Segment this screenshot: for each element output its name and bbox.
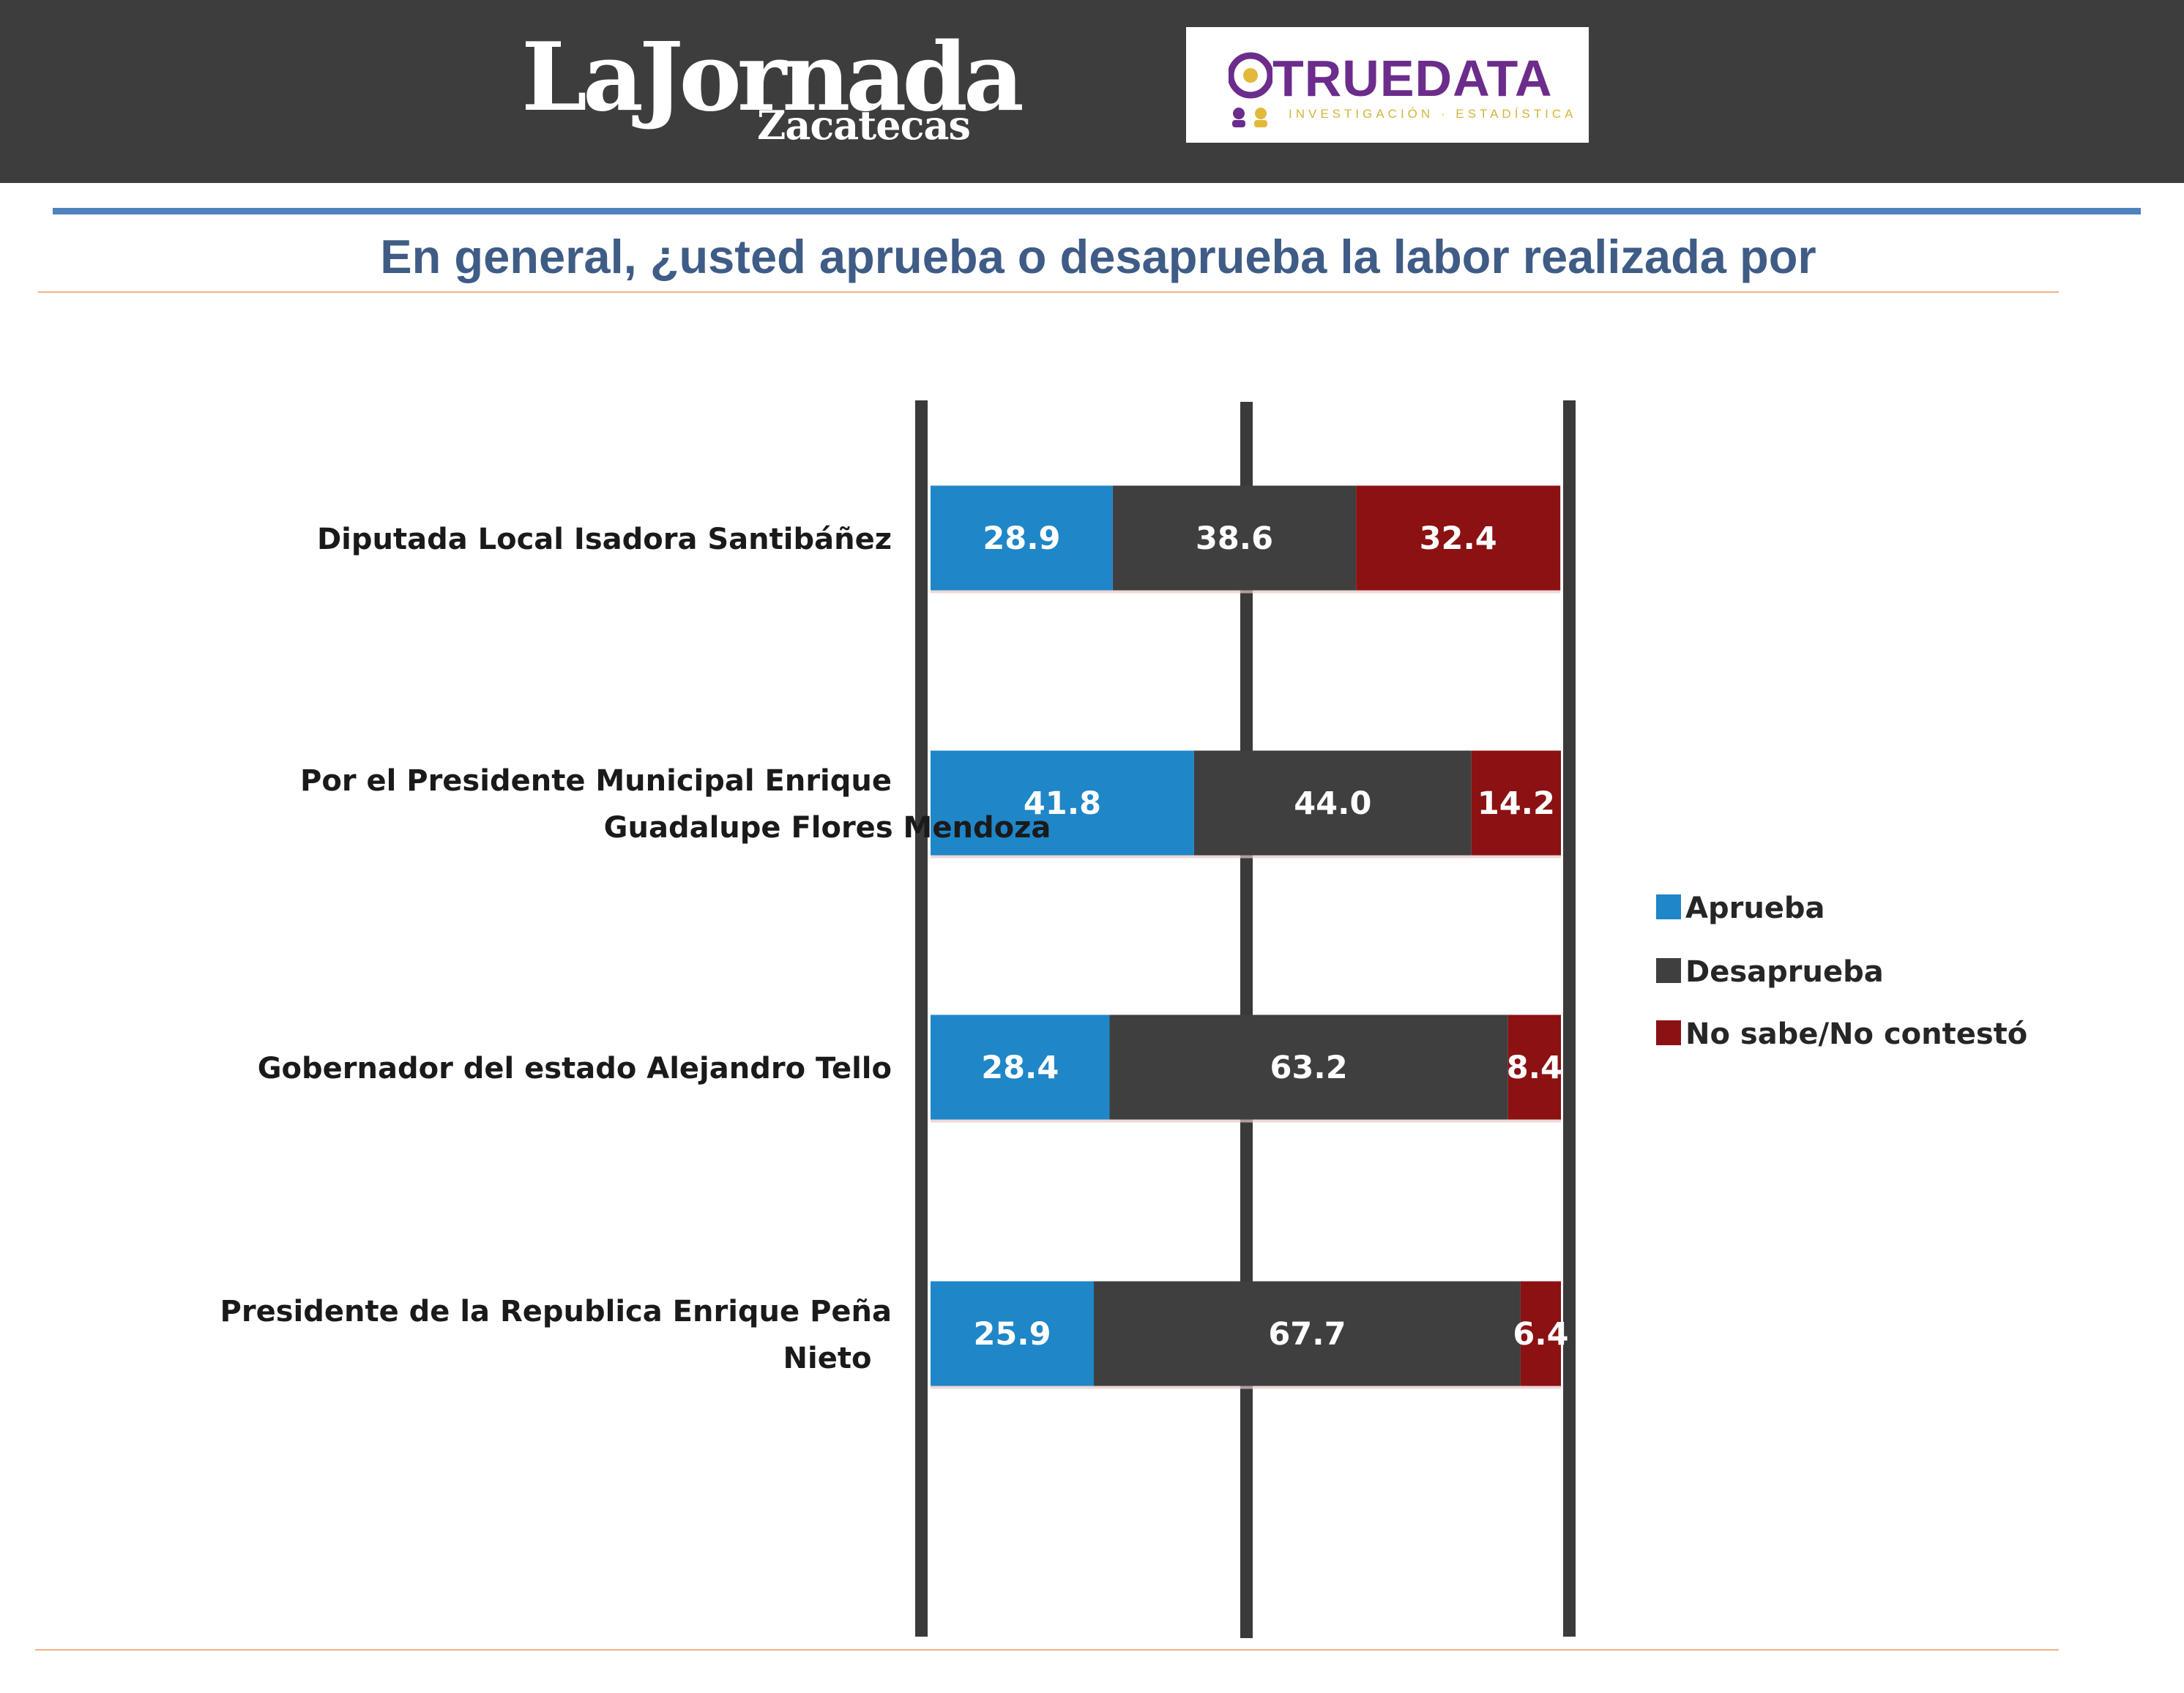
- data-label: 32.4: [1420, 520, 1497, 557]
- bar-no-sabe-no-contest--2: [1507, 1014, 1561, 1120]
- legend-label: No sabe/No contestó: [1685, 1017, 2027, 1051]
- category-label: Diputada Local Isadora Santibáñez: [317, 523, 892, 556]
- legend-label: Aprueba: [1685, 892, 1825, 925]
- bar-desaprueba-3: [1093, 1281, 1521, 1386]
- data-label: 14.2: [1477, 785, 1555, 822]
- bar-desaprueba-0: [1112, 485, 1357, 591]
- title-underline: [38, 291, 2059, 293]
- legend-swatch-2: [1656, 1020, 1681, 1045]
- data-label: 28.9: [983, 520, 1060, 557]
- bar-shadow: [1093, 1384, 1521, 1389]
- bar-shadow: [1193, 853, 1472, 859]
- la-jornada-logo-text: LaJornada: [521, 23, 1024, 132]
- legend-swatch-1: [1656, 958, 1681, 983]
- bar-no-sabe-no-contest--0: [1356, 485, 1561, 591]
- legend-label: Desaprueba: [1685, 955, 1884, 989]
- header-bar: LaJornada Zacatecas TRUEDATA INVESTIGACI…: [0, 0, 2184, 183]
- data-label: 25.9: [973, 1316, 1051, 1353]
- legend-swatch-0: [1656, 894, 1681, 919]
- chart-title: En general, ¿usted aprueba o desaprueba …: [380, 230, 1816, 283]
- category-label: Nieto: [783, 1342, 872, 1375]
- truedata-logo-subtitle: INVESTIGACIÓN · ESTADÍSTICA: [1289, 107, 1577, 121]
- bar-aprueba-1: [931, 750, 1194, 856]
- data-label: 6.4: [1513, 1316, 1568, 1353]
- truedata-logo: TRUEDATA INVESTIGACIÓN · ESTADÍSTICA: [1186, 27, 1589, 143]
- data-label: 44.0: [1294, 785, 1371, 822]
- data-label: 8.4: [1507, 1050, 1562, 1086]
- bar-shadow: [931, 1118, 1110, 1123]
- bar-desaprueba-2: [1109, 1014, 1508, 1120]
- bar-aprueba-3: [931, 1281, 1094, 1386]
- bar-shadow: [1507, 1118, 1561, 1123]
- bar-aprueba-2: [931, 1014, 1110, 1120]
- bar-shadow: [1356, 588, 1561, 594]
- gridline-0: [915, 400, 928, 1637]
- bar-no-sabe-no-contest--1: [1471, 750, 1561, 856]
- bar-shadow: [1112, 588, 1357, 594]
- bar-shadow: [931, 1384, 1094, 1389]
- data-label: 38.6: [1196, 520, 1273, 557]
- bottom-divider: [35, 1649, 2059, 1651]
- data-label: 67.7: [1268, 1316, 1346, 1353]
- la-jornada-zacatecas-logo: LaJornada Zacatecas: [521, 22, 1024, 150]
- category-label: Guadalupe Flores Mendoza: [604, 811, 1051, 845]
- data-label: 28.4: [981, 1050, 1059, 1086]
- zacatecas-logo-text: Zacatecas: [757, 102, 971, 149]
- bar-no-sabe-no-contest--3: [1520, 1281, 1561, 1386]
- truedata-logo-text: TRUEDATA: [1272, 50, 1553, 107]
- bar-shadow: [931, 588, 1113, 594]
- category-label: Presidente de la Republica Enrique Peña: [220, 1295, 892, 1328]
- bar-shadow: [1520, 1384, 1561, 1389]
- truedata-emblem-icon: [1229, 52, 1272, 127]
- bar-shadow: [931, 853, 1194, 859]
- category-label: Por el Presidente Municipal Enrique: [300, 764, 892, 798]
- bar-shadow: [1109, 1118, 1508, 1123]
- gridline-2: [1563, 400, 1576, 1637]
- data-label: 41.8: [1024, 785, 1101, 822]
- category-label: Gobernador del estado Alejandro Tello: [258, 1052, 892, 1085]
- bar-desaprueba-1: [1193, 750, 1472, 856]
- bar-aprueba-0: [931, 485, 1113, 591]
- data-label: 63.2: [1270, 1050, 1348, 1086]
- bar-shadow: [1471, 853, 1561, 859]
- top-divider: [53, 208, 2141, 214]
